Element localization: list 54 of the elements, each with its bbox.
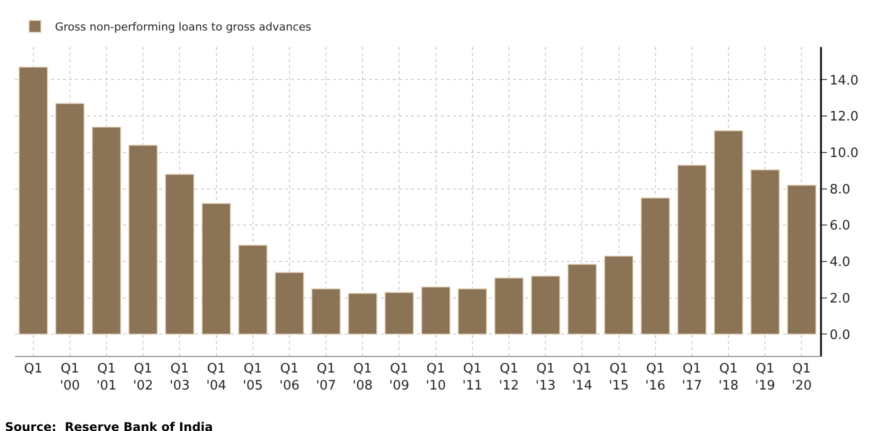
x-tick-label: Q1 '01 bbox=[96, 362, 117, 394]
x-tick-label: Q1 '03 bbox=[170, 362, 190, 394]
x-tick-label: Q1 '17 bbox=[682, 362, 702, 394]
x-tick-label: Q1 '14 bbox=[572, 362, 592, 394]
x-tick-label: Q1 '07 bbox=[316, 362, 336, 394]
x-tick-label: Q1 '08 bbox=[352, 362, 373, 394]
bar bbox=[55, 102, 85, 335]
bar bbox=[274, 272, 304, 335]
bar bbox=[458, 288, 488, 335]
x-tick-label: Q1 '20 bbox=[792, 362, 812, 394]
bar bbox=[604, 256, 634, 335]
bar bbox=[384, 292, 414, 335]
y-tick-label: 0.0 bbox=[830, 328, 850, 343]
x-tick-label: Q1 '09 bbox=[389, 362, 410, 394]
bar bbox=[92, 126, 122, 335]
x-tick-label: Q1 '04 bbox=[206, 362, 226, 394]
bar bbox=[677, 164, 707, 335]
bar bbox=[348, 292, 378, 335]
bar bbox=[640, 197, 670, 335]
bar bbox=[786, 184, 816, 335]
y-tick-label: 14.0 bbox=[830, 73, 859, 88]
bar bbox=[311, 288, 341, 335]
bar bbox=[714, 130, 744, 335]
bar bbox=[567, 264, 597, 335]
x-tick-label: Q1 '19 bbox=[755, 362, 776, 394]
bar bbox=[18, 66, 48, 335]
y-tick-label: 12.0 bbox=[830, 110, 859, 125]
legend-label: Gross non-performing loans to gross advances bbox=[55, 20, 312, 34]
x-tick-label: Q1 '02 bbox=[133, 362, 154, 394]
bar bbox=[750, 169, 780, 335]
x-tick-label: Q1 '06 bbox=[279, 362, 300, 394]
x-tick-label: Q1 '00 bbox=[60, 362, 80, 394]
y-tick-label: 6.0 bbox=[830, 218, 850, 234]
x-tick-label: Q1 '10 bbox=[426, 362, 446, 394]
bar bbox=[238, 244, 268, 335]
x-tick-label: Q1 '15 bbox=[608, 362, 629, 394]
bar bbox=[201, 202, 232, 335]
bar bbox=[494, 277, 524, 335]
y-tick-label: 10.0 bbox=[830, 146, 859, 161]
source-note: Source: Reserve Bank of India bbox=[5, 420, 213, 431]
x-tick-label: Q1 '16 bbox=[645, 362, 666, 394]
y-tick-label: 8.0 bbox=[830, 182, 850, 198]
bar bbox=[128, 144, 158, 335]
bar bbox=[421, 286, 451, 335]
bar bbox=[164, 174, 194, 335]
x-tick-label: Q1 '13 bbox=[536, 362, 556, 394]
x-tick-label: Q1 '18 bbox=[718, 362, 739, 394]
y-tick-label: 4.0 bbox=[830, 255, 850, 270]
y-tick-label: 2.0 bbox=[830, 291, 850, 306]
bar bbox=[530, 276, 560, 335]
x-tick-label: Q1 '05 bbox=[242, 362, 263, 394]
x-tick-label: Q1 '11 bbox=[462, 362, 482, 394]
x-tick-label: Q1 bbox=[24, 362, 43, 377]
x-tick-label: Q1 '12 bbox=[498, 362, 520, 394]
